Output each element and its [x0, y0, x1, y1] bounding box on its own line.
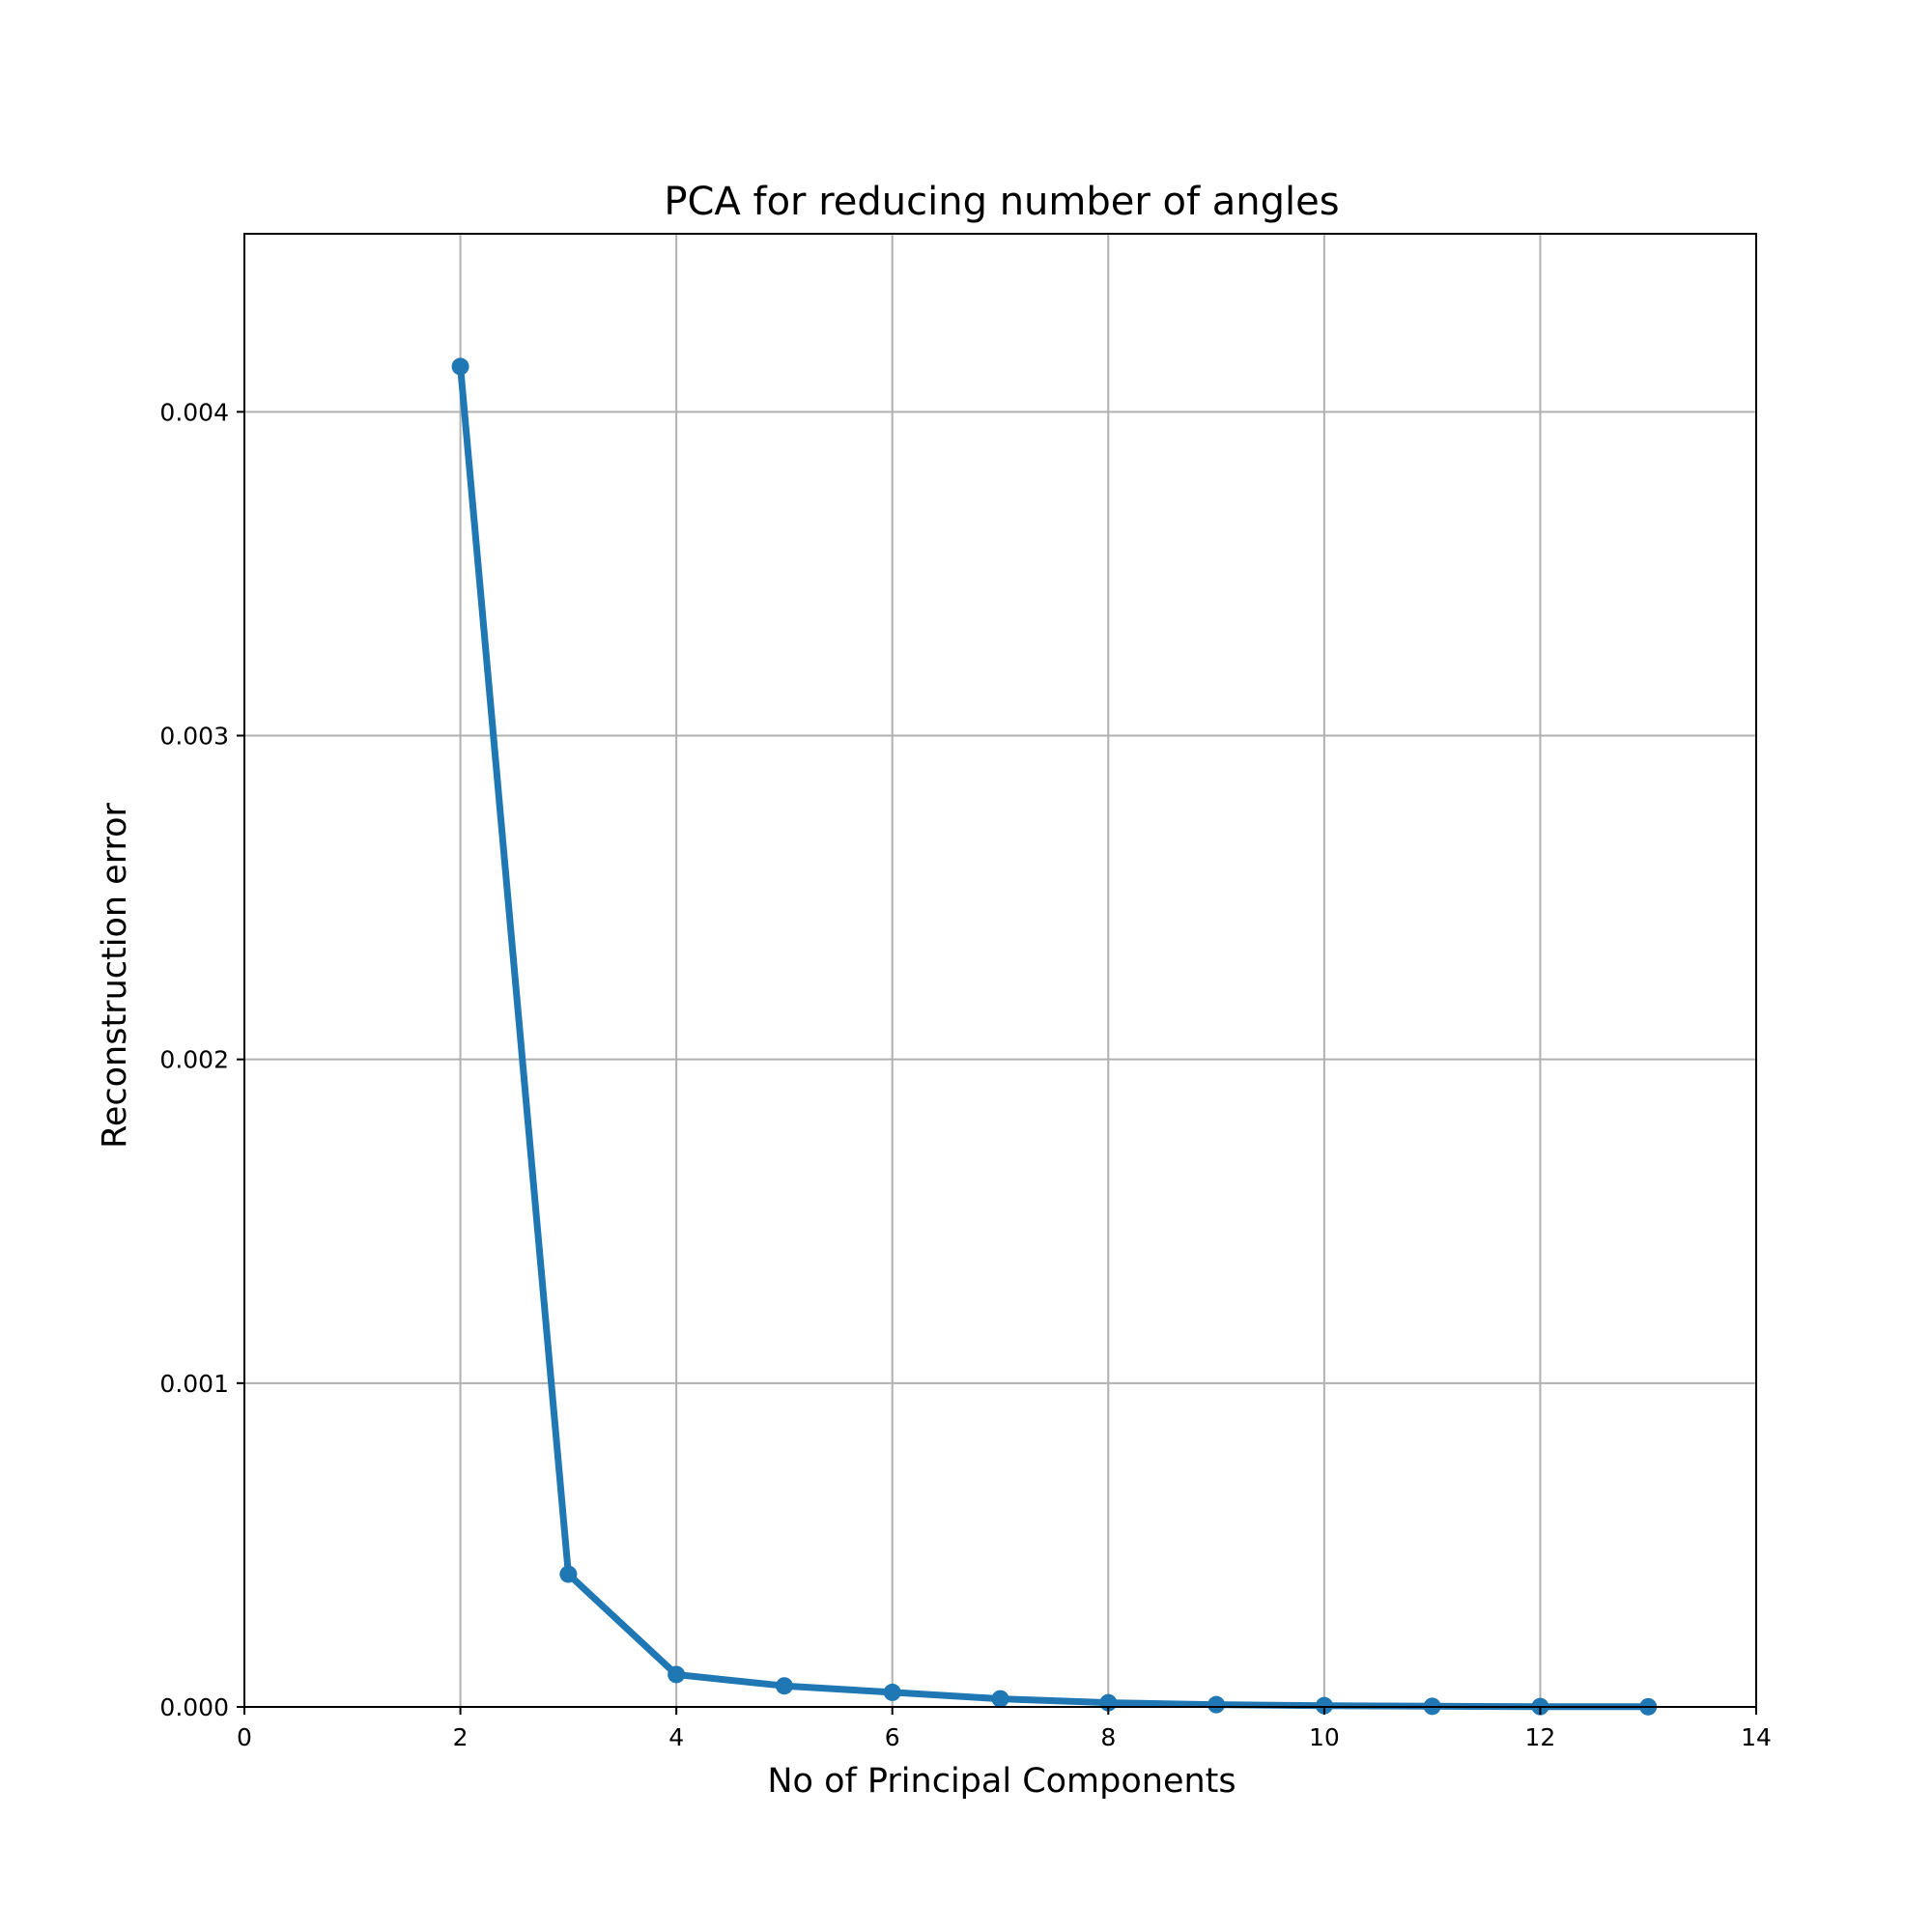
x-axis-label: No of Principal Components [767, 1762, 1236, 1801]
x-tick-label: 4 [668, 1723, 684, 1751]
y-axis-label: Reconstruction error [96, 802, 134, 1148]
data-point [991, 1690, 1009, 1708]
data-point [559, 1565, 578, 1583]
chart-title: PCA for reducing number of angles [664, 180, 1339, 224]
data-point [668, 1665, 686, 1684]
x-tick-label: 0 [237, 1723, 252, 1751]
y-tick-label: 0.000 [159, 1693, 229, 1721]
y-tick-label: 0.001 [159, 1370, 229, 1398]
x-tick-label: 8 [1100, 1723, 1116, 1751]
data-point [451, 357, 469, 376]
y-tick-label: 0.003 [159, 723, 229, 751]
x-tick-label: 12 [1525, 1723, 1556, 1751]
plot-frame [243, 233, 1757, 1708]
y-tick-label: 0.002 [159, 1046, 229, 1074]
data-point [883, 1683, 901, 1701]
y-axis-ticks: 0.000 0.001 0.002 0.003 0.004 [159, 398, 244, 1721]
x-tick-label: 10 [1309, 1723, 1340, 1751]
x-tick-label: 14 [1741, 1723, 1772, 1751]
data-point [1208, 1695, 1226, 1714]
x-tick-label: 6 [885, 1723, 900, 1751]
x-axis-ticks: 0 2 4 6 8 10 12 14 [237, 1707, 1772, 1751]
data-point [1315, 1696, 1333, 1715]
x-tick-label: 2 [453, 1723, 469, 1751]
data-point [775, 1677, 793, 1695]
y-tick-label: 0.004 [159, 398, 229, 426]
